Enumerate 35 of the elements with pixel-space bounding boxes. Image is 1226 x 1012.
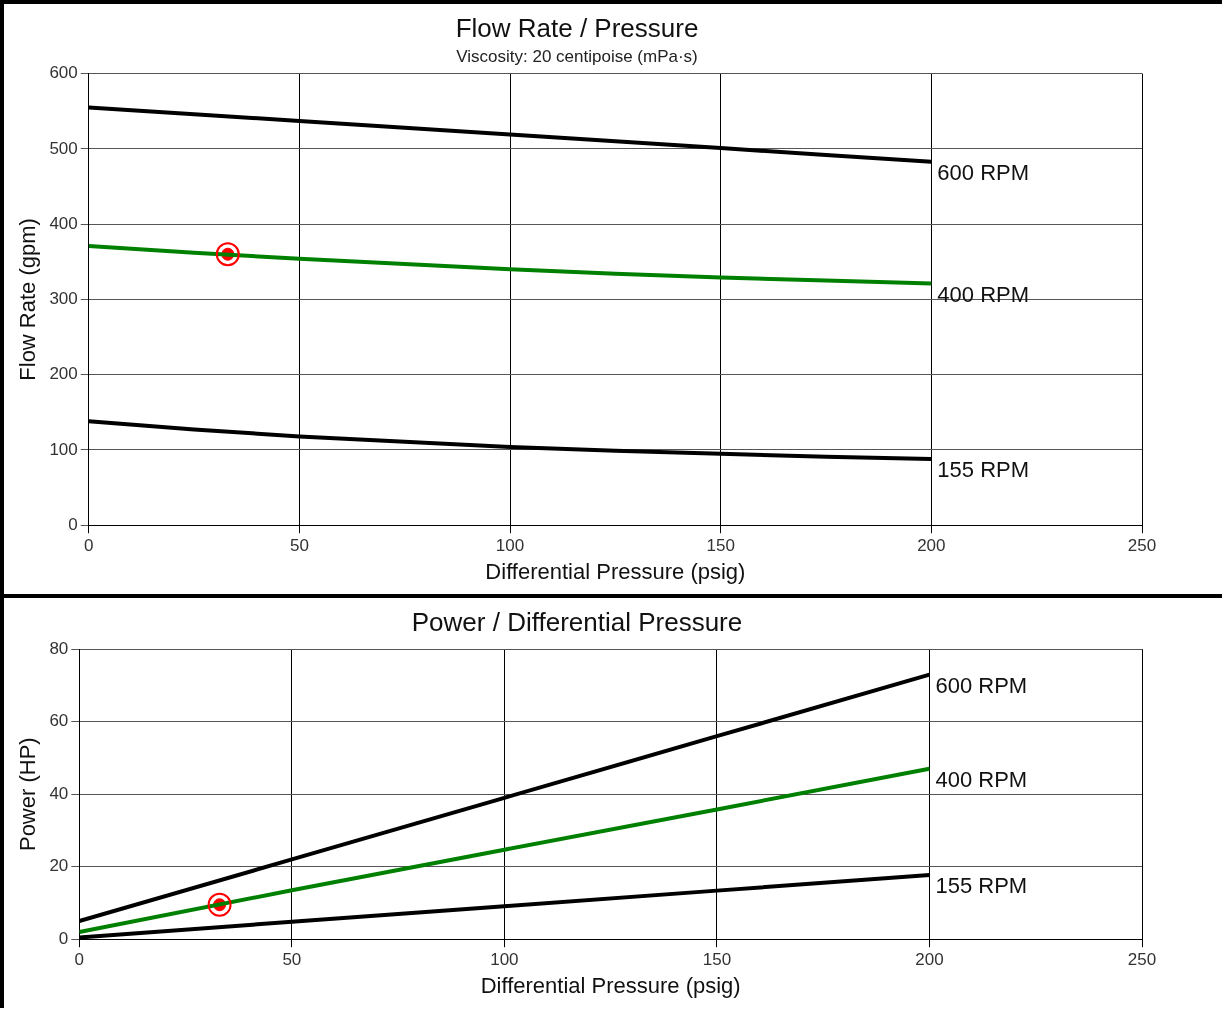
x-tick-label: 50 <box>282 950 302 970</box>
x-tick-label: 200 <box>917 536 946 556</box>
x-tick-label: 100 <box>495 536 525 556</box>
y-tick-label: 60 <box>49 711 69 731</box>
y-tick-label: 500 <box>49 138 78 158</box>
chart-title: Flow Rate / Pressure <box>455 12 699 43</box>
x-tick-label: 250 <box>1127 950 1157 970</box>
x-tick-label: 50 <box>289 536 309 556</box>
chart-subtitle: Viscosity: 20 centipoise (mPa·s) <box>456 47 698 67</box>
y-tick-label: 40 <box>49 783 69 803</box>
y-tick-label: 600 <box>49 63 78 83</box>
series-label: 155 RPM <box>935 873 1028 899</box>
x-tick-label: 100 <box>490 950 519 970</box>
x-tick-label: 250 <box>1127 536 1157 556</box>
chart-title: Power / Differential Pressure <box>411 606 743 637</box>
y-axis-title: Flow Rate (gpm) <box>15 218 41 381</box>
x-tick-label: 200 <box>915 950 944 970</box>
y-tick-label: 100 <box>49 439 78 459</box>
y-tick-label: 0 <box>68 514 78 534</box>
y-axis-title: Power (HP) <box>15 737 41 852</box>
series-label: 400 RPM <box>935 766 1028 792</box>
x-tick-label: 0 <box>84 536 94 556</box>
series-label: 600 RPM <box>935 672 1028 698</box>
series-label: 600 RPM <box>937 159 1030 185</box>
x-axis-title: Differential Pressure (psig) <box>485 558 746 584</box>
series-label: 155 RPM <box>937 457 1030 483</box>
x-tick-label: 150 <box>702 950 732 970</box>
y-tick-label: 20 <box>49 856 69 876</box>
y-tick-label: 400 <box>49 213 78 233</box>
y-tick-label: 300 <box>49 289 78 309</box>
y-tick-label: 80 <box>49 638 69 658</box>
x-tick-label: 150 <box>706 536 735 556</box>
y-tick-label: 0 <box>58 928 69 948</box>
y-tick-label: 200 <box>49 364 78 384</box>
x-axis-title: Differential Pressure (psig) <box>480 972 741 998</box>
